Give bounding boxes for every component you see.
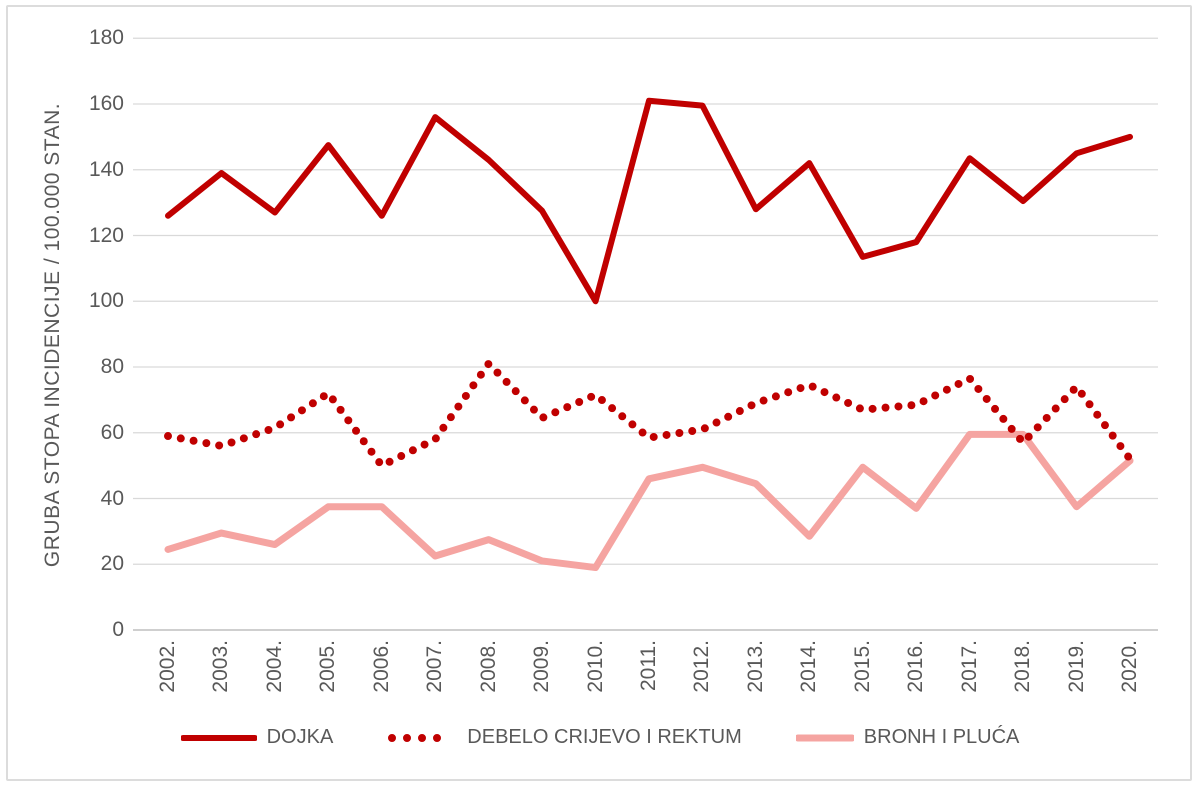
x-tick-label: 2009. [530,640,554,693]
gridlines-group [133,37,1158,631]
x-tick-label: 2016. [904,640,928,693]
legend-item-debelo-crijevo-i-rektum: DEBELO CRIJEVO I REKTUM [387,726,742,749]
x-tick-label: 2005. [316,640,340,693]
x-tick-label: 2007. [423,640,447,693]
x-tick-label: 2008. [476,640,500,693]
chart-legend: DOJKA DEBELO CRIJEVO I REKTUM BRONH I PLUĆ… [0,726,1200,749]
series-lines-group [164,97,1134,572]
x-tick-label: 2013. [743,640,767,693]
y-tick-label: 100 [88,289,124,313]
y-tick-label: 120 [88,223,124,247]
x-tick-label: 2017. [957,640,981,693]
x-tick-label: 2004. [262,640,286,693]
y-tick-label: 20 [100,552,124,576]
x-tick-label: 2011. [637,640,660,691]
x-tick-label: 2019. [1064,640,1088,693]
y-tick-label: 180 [88,26,124,50]
y-tick-label: 140 [88,157,124,181]
legend-label: DOJKA [266,726,334,748]
y-tick-label: 160 [88,92,124,115]
y-axis-title: GRUBA STOPA INCIDENCIJE / 100.000 STAN. [41,102,64,568]
x-tick-label: 2002. [156,640,179,693]
x-tick-label: 2020. [1118,640,1141,693]
y-tick-label: 0 [112,618,124,641]
legend-label: DEBELO CRIJEVO I REKTUM [467,726,742,748]
legend-label: BRONH I PLUĆA [863,726,1020,748]
x-tick-label: 2015. [850,640,874,693]
series-line-bronh-i-pluca [164,430,1134,572]
x-tick-label: 2018. [1011,640,1035,693]
x-tick-label: 2014. [797,640,821,693]
x-tick-label: 2012. [690,640,714,693]
series-line-dojka [165,97,1133,305]
series-line-debelo-crijevo-i-rektum [164,359,1134,470]
y-tick-label: 40 [100,486,124,510]
legend-line-sample-icon [180,734,257,741]
legend-item-bronh-i-pluca: BRONH I PLUĆA [795,726,1020,749]
x-tick-label: 2006. [369,640,393,693]
chart-frame [6,5,1192,781]
x-tick-label: 2010. [583,640,607,693]
y-tick-label: 60 [100,420,124,444]
y-tick-label: 80 [100,355,124,378]
x-tick-label: 2003. [209,640,233,693]
legend-line-sample-icon [388,733,457,742]
legend-line-sample-icon [795,734,854,741]
legend-item-dojka: DOJKA [180,726,334,749]
